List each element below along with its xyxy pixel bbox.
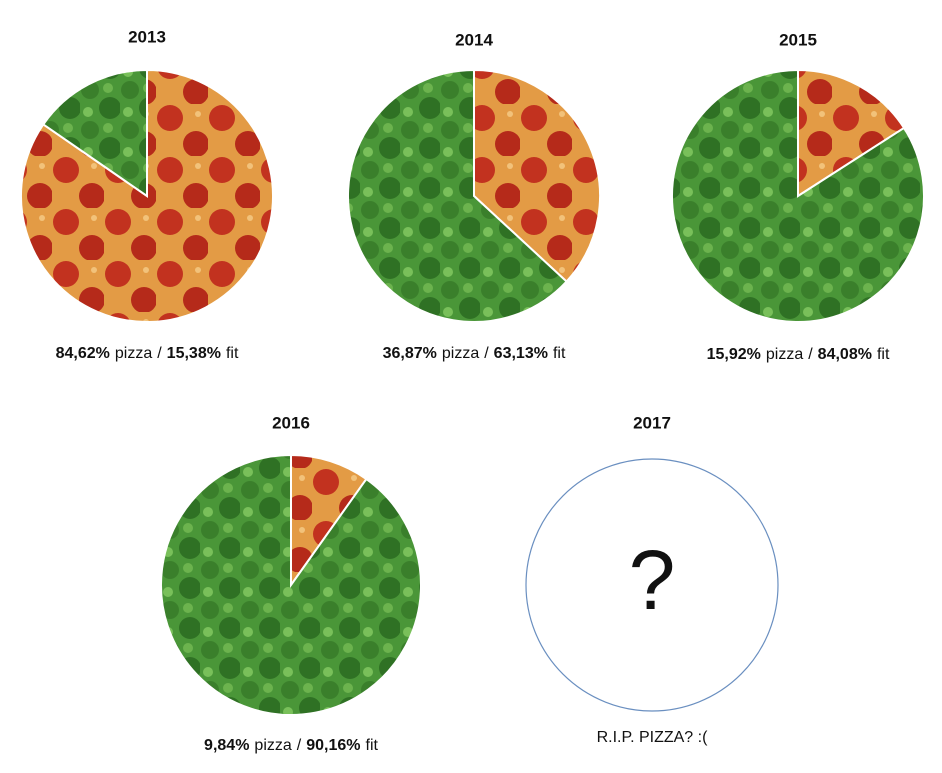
value-label: 84,62% — [56, 345, 110, 362]
value-label: 63,13% — [494, 345, 548, 362]
category-label: pizza — [766, 346, 803, 363]
value-label: 90,16% — [306, 737, 360, 754]
category-label: fit — [226, 345, 239, 362]
value-label: 15,92% — [707, 346, 761, 363]
category-label: pizza — [115, 345, 152, 362]
category-label: fit — [366, 737, 379, 754]
pie-slice — [20, 68, 274, 323]
caption: 84,62% pizza / 15,38% fit — [56, 345, 239, 362]
separator: / — [297, 737, 302, 754]
pie-slice — [797, 68, 906, 198]
chart-title: 2017 — [633, 413, 671, 432]
pie-slice — [41, 68, 148, 198]
pie-slice — [473, 68, 601, 283]
center-text: ? — [629, 533, 676, 627]
separator: / — [808, 346, 813, 363]
category-label: pizza — [254, 737, 291, 754]
category-label: fit — [553, 345, 566, 362]
empty-pie — [525, 458, 779, 712]
chart-title: 2014 — [455, 30, 493, 49]
pie-slice — [347, 68, 568, 323]
value-label: 36,87% — [383, 345, 437, 362]
chart-title: 2013 — [128, 27, 166, 46]
category-label: fit — [877, 346, 890, 363]
separator: / — [157, 345, 162, 362]
caption: 36,87% pizza / 63,13% fit — [383, 345, 566, 362]
caption: 9,84% pizza /90,16% fit — [204, 737, 378, 754]
separator: / — [484, 345, 489, 362]
pie-slice — [290, 453, 368, 589]
value-label: 9,84% — [204, 737, 249, 754]
chart-title: 2016 — [272, 413, 310, 432]
pie-slice — [160, 453, 422, 716]
caption: 15,92% pizza / 84,08% fit — [707, 346, 890, 363]
caption: R.I.P. PIZZA? :( — [597, 729, 709, 746]
pie-slice — [671, 68, 925, 323]
value-label: 84,08% — [818, 346, 872, 363]
category-label: pizza — [442, 345, 479, 362]
value-label: 15,38% — [167, 345, 221, 362]
chart-title: 2015 — [779, 30, 817, 49]
